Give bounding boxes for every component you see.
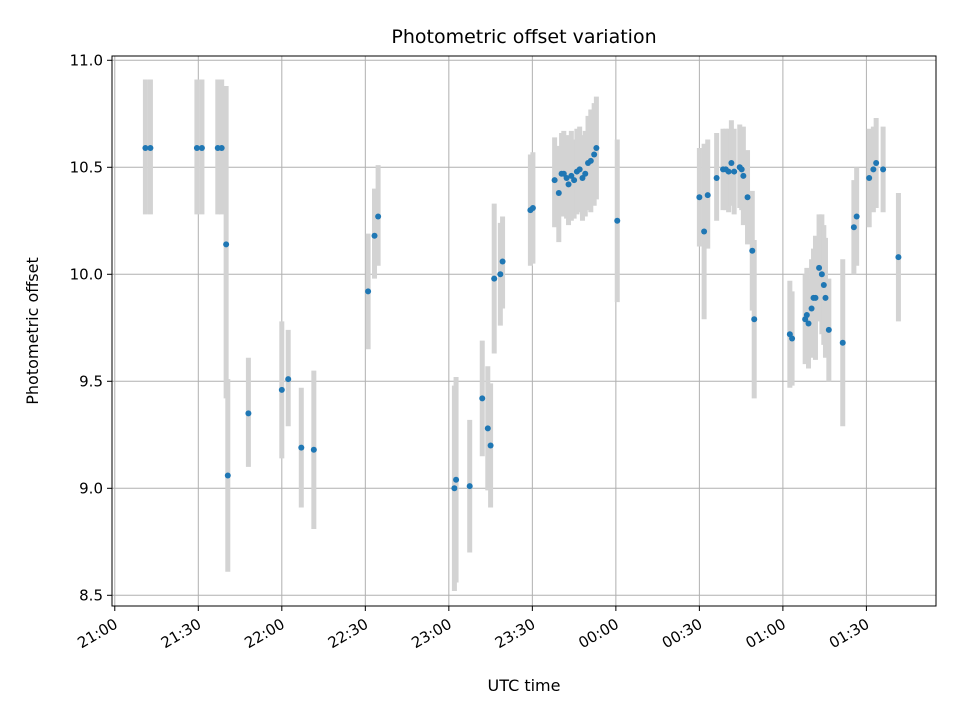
data-point (593, 145, 600, 152)
data-point (812, 294, 819, 301)
data-point (147, 145, 154, 152)
x-axis-label: UTC time (488, 676, 561, 695)
data-point (820, 281, 827, 288)
plot-frame (111, 55, 937, 607)
data-point (803, 311, 810, 318)
y-tick-label: 11.0 (70, 51, 103, 69)
data-points (142, 145, 902, 492)
data-point (749, 247, 756, 254)
data-point (245, 410, 252, 417)
data-point (193, 145, 200, 152)
data-point (298, 444, 305, 451)
data-point (453, 476, 460, 483)
data-point (839, 339, 846, 346)
data-point (822, 294, 829, 301)
data-point (744, 194, 751, 201)
data-point (816, 264, 823, 271)
y-tick-label: 10.5 (70, 158, 103, 176)
data-point (218, 145, 225, 152)
data-point (825, 326, 832, 333)
y-axis-label: Photometric offset (23, 257, 42, 405)
data-point (142, 145, 149, 152)
data-point (571, 177, 578, 184)
data-point (224, 472, 231, 479)
data-point (371, 232, 378, 239)
data-point (479, 395, 486, 402)
data-point (491, 275, 498, 282)
data-point (850, 224, 857, 231)
data-point (560, 170, 567, 177)
data-point (551, 177, 558, 184)
data-point (499, 258, 506, 265)
data-point (484, 425, 491, 432)
data-point (738, 166, 745, 173)
data-point (375, 213, 382, 220)
data-point (805, 320, 812, 327)
data-point (808, 305, 815, 312)
data-point (731, 168, 738, 175)
data-point (497, 271, 504, 278)
data-point (563, 174, 570, 181)
data-point (728, 160, 735, 167)
data-point (285, 376, 292, 383)
grid (112, 56, 936, 606)
data-point (880, 166, 887, 173)
data-point (870, 166, 877, 173)
y-tick-label: 8.5 (79, 586, 103, 604)
data-point (696, 194, 703, 201)
data-point (487, 442, 494, 449)
data-point (565, 181, 572, 188)
data-point (701, 228, 708, 235)
data-point (568, 172, 575, 179)
data-point (587, 157, 594, 164)
data-point (555, 189, 562, 196)
data-point (789, 335, 796, 342)
data-point (614, 217, 621, 224)
y-tick-label: 9.5 (79, 372, 103, 390)
data-point (873, 160, 880, 167)
data-point (310, 446, 317, 453)
data-point (198, 145, 205, 152)
data-point (365, 288, 372, 295)
data-point (223, 241, 230, 248)
y-tick-label: 10.0 (70, 265, 103, 283)
data-point (740, 172, 747, 179)
data-point (751, 316, 758, 323)
data-point (278, 386, 285, 393)
data-point (579, 174, 586, 181)
data-point (466, 483, 473, 490)
chart-title: Photometric offset variation (391, 26, 656, 48)
data-point (704, 192, 711, 199)
data-point (582, 170, 589, 177)
data-point (818, 271, 825, 278)
data-point (853, 213, 860, 220)
data-point (451, 485, 458, 492)
data-point (895, 254, 902, 261)
data-point (529, 204, 536, 211)
y-axis-ticks: 8.5 9.0 9.5 10.0 10.5 11.0 (70, 51, 112, 604)
data-point (713, 174, 720, 181)
data-point (725, 168, 732, 175)
data-point (866, 174, 873, 181)
data-point (576, 166, 583, 173)
y-tick-label: 9.0 (79, 479, 103, 497)
data-point (591, 151, 598, 158)
